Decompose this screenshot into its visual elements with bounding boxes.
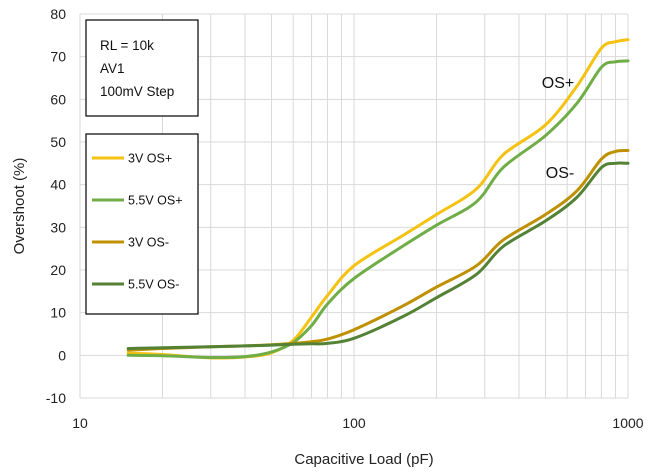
x-tick-label: 10 bbox=[72, 415, 88, 431]
legend: 3V OS+ 5.5V OS+ 3V OS- 5.5V OS- bbox=[85, 133, 199, 315]
annotation-os-plus: OS+ bbox=[542, 75, 574, 92]
y-tick-label: 70 bbox=[50, 49, 66, 65]
conditions-box: RL = 10k AV1 100mV Step bbox=[85, 19, 199, 117]
y-tick-label: 20 bbox=[50, 262, 66, 278]
series-line-5-5v-os bbox=[126, 59, 630, 360]
series-layer bbox=[126, 38, 630, 360]
y-tick-label: 60 bbox=[50, 91, 66, 107]
y-tick-label: 50 bbox=[50, 134, 66, 150]
annotation-os-minus: OS- bbox=[546, 165, 574, 182]
y-tick-label: 10 bbox=[50, 305, 66, 321]
y-tick-label: -10 bbox=[46, 390, 66, 406]
x-axis-label: Capacitive Load (pF) bbox=[294, 451, 433, 468]
legend-label-3v-os: 3V OS- bbox=[128, 236, 169, 250]
x-tick-label: 1000 bbox=[612, 415, 643, 431]
legend-label-5-5v-os: 5.5V OS+ bbox=[128, 194, 183, 208]
y-tick-label: 30 bbox=[50, 219, 66, 235]
x-tick-label: 100 bbox=[342, 415, 366, 431]
y-axis-label: Overshoot (%) bbox=[11, 158, 28, 255]
legend-label-3v-os: 3V OS+ bbox=[128, 152, 172, 166]
y-tick-label: 80 bbox=[50, 6, 66, 22]
condition-av: AV1 bbox=[100, 61, 125, 76]
condition-step: 100mV Step bbox=[100, 84, 174, 99]
series-line-5-5v-os bbox=[126, 161, 630, 350]
tick-labels: -10 0 10 20 30 40 50 60 70 80 10 100 1000 bbox=[46, 6, 644, 431]
y-tick-label: 40 bbox=[50, 177, 66, 193]
grid bbox=[79, 13, 629, 399]
legend-label-5-5v-os: 5.5V OS- bbox=[128, 278, 179, 292]
condition-rl: RL = 10k bbox=[100, 38, 154, 53]
y-tick-label: 0 bbox=[58, 347, 66, 363]
